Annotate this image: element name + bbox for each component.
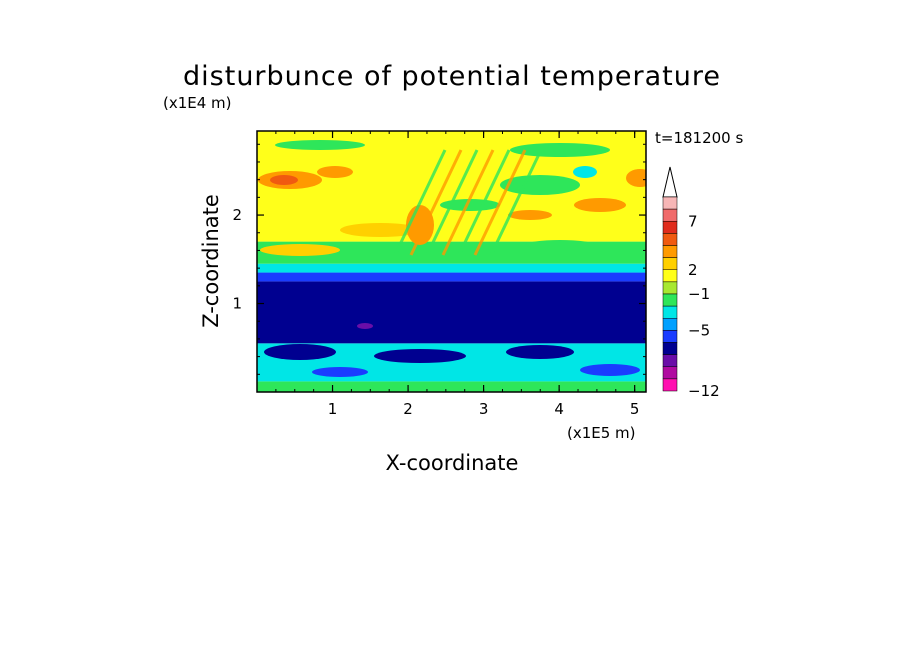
- contour-blob-7: [275, 140, 365, 150]
- x-axis-label: X-coordinate: [386, 451, 519, 475]
- colorbar-label-2: −1: [688, 285, 710, 303]
- y-axis-label: Z-coordinate: [199, 194, 223, 328]
- colorbar-swatch-14: [662, 366, 678, 380]
- wave-streak-2: [425, 149, 479, 256]
- colorbar-swatch-6: [662, 269, 678, 283]
- wave-streak-0: [393, 149, 447, 256]
- x-axis: 1 2 3 4 5: [275, 131, 640, 418]
- wave-streak-3: [441, 149, 495, 256]
- contour-blob-20: [357, 323, 373, 329]
- contour-blob-1: [270, 175, 298, 185]
- colorbar: 7 2 −1 −5 −12: [662, 166, 720, 400]
- contour-blob-10: [340, 223, 420, 237]
- colorbar-swatch-15: [662, 378, 678, 392]
- contour-blob-13: [260, 244, 340, 256]
- x-unit-label: (x1E5 m): [567, 424, 636, 442]
- colorbar-extend-arrow: [662, 166, 678, 198]
- colorbar-swatch-9: [662, 305, 678, 319]
- contour-blob-11: [508, 210, 552, 220]
- contour-band-3: [257, 272, 646, 282]
- colorbar-swatch-1: [662, 208, 678, 222]
- contour-blob-2: [317, 166, 353, 178]
- contour-blob-4: [626, 169, 646, 187]
- contour-band-4: [257, 263, 646, 273]
- colorbar-label-1: 2: [688, 261, 698, 279]
- colorbar-swatch-12: [662, 342, 678, 355]
- y-tick-label-0: 1: [232, 295, 242, 313]
- contour-blob-6: [573, 166, 597, 178]
- contour-blob-18: [580, 364, 640, 376]
- x-tick-label-2: 3: [479, 400, 489, 418]
- colorbar-label-3: −5: [688, 321, 710, 339]
- chart-title: disturbunce of potential temperature: [183, 61, 721, 92]
- x-tick-label-0: 1: [328, 400, 338, 418]
- contour-band-0: [257, 381, 646, 392]
- wave-streak-1: [409, 149, 463, 256]
- x-tick-label-1: 2: [403, 400, 413, 418]
- x-tick-label-4: 5: [630, 400, 640, 418]
- colorbar-swatch-4: [662, 245, 678, 258]
- y-tick-label-1: 2: [232, 206, 242, 224]
- plot-area: [257, 131, 646, 392]
- colorbar-swatch-3: [662, 233, 678, 246]
- wave-streak-4: [457, 149, 511, 256]
- contour-blob-5: [500, 175, 580, 195]
- colorbar-swatch-2: [662, 221, 678, 234]
- contour-blob-3: [574, 198, 626, 212]
- wave-streak-5: [473, 149, 527, 256]
- contour-blob-17: [506, 345, 574, 359]
- contour-blob-16: [374, 349, 466, 363]
- colorbar-swatch-0: [662, 196, 678, 210]
- colorbar-swatch-11: [662, 330, 678, 343]
- wave-streak-6: [489, 149, 543, 256]
- contour-blob-15: [264, 344, 336, 360]
- colorbar-swatch-10: [662, 318, 678, 331]
- contour-band-2: [257, 281, 646, 344]
- time-label: t=181200 s: [655, 129, 743, 147]
- colorbar-swatch-5: [662, 257, 678, 270]
- x-tick-label-3: 4: [554, 400, 564, 418]
- y-unit-label: (x1E4 m): [163, 94, 232, 112]
- y-axis: 12: [232, 143, 646, 375]
- plot-frame: [256, 130, 647, 393]
- contour-blob-19: [312, 367, 368, 377]
- colorbar-swatch-8: [662, 293, 678, 307]
- colorbar-label-4: −12: [688, 382, 720, 400]
- colorbar-label-0: 7: [688, 212, 698, 230]
- colorbar-swatch-7: [662, 281, 678, 295]
- colorbar-swatch-13: [662, 354, 678, 367]
- contour-blob-14: [525, 240, 595, 250]
- contour-blob-8: [510, 143, 610, 157]
